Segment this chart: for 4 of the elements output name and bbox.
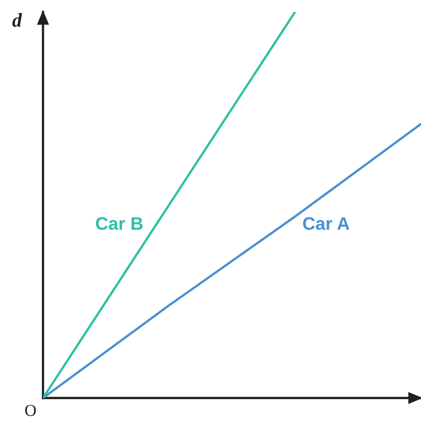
series-label: Car B (96, 217, 143, 230)
series-label: Car A (303, 217, 350, 230)
text: O (25, 404, 36, 416)
y-axis-title: d (12, 13, 22, 27)
